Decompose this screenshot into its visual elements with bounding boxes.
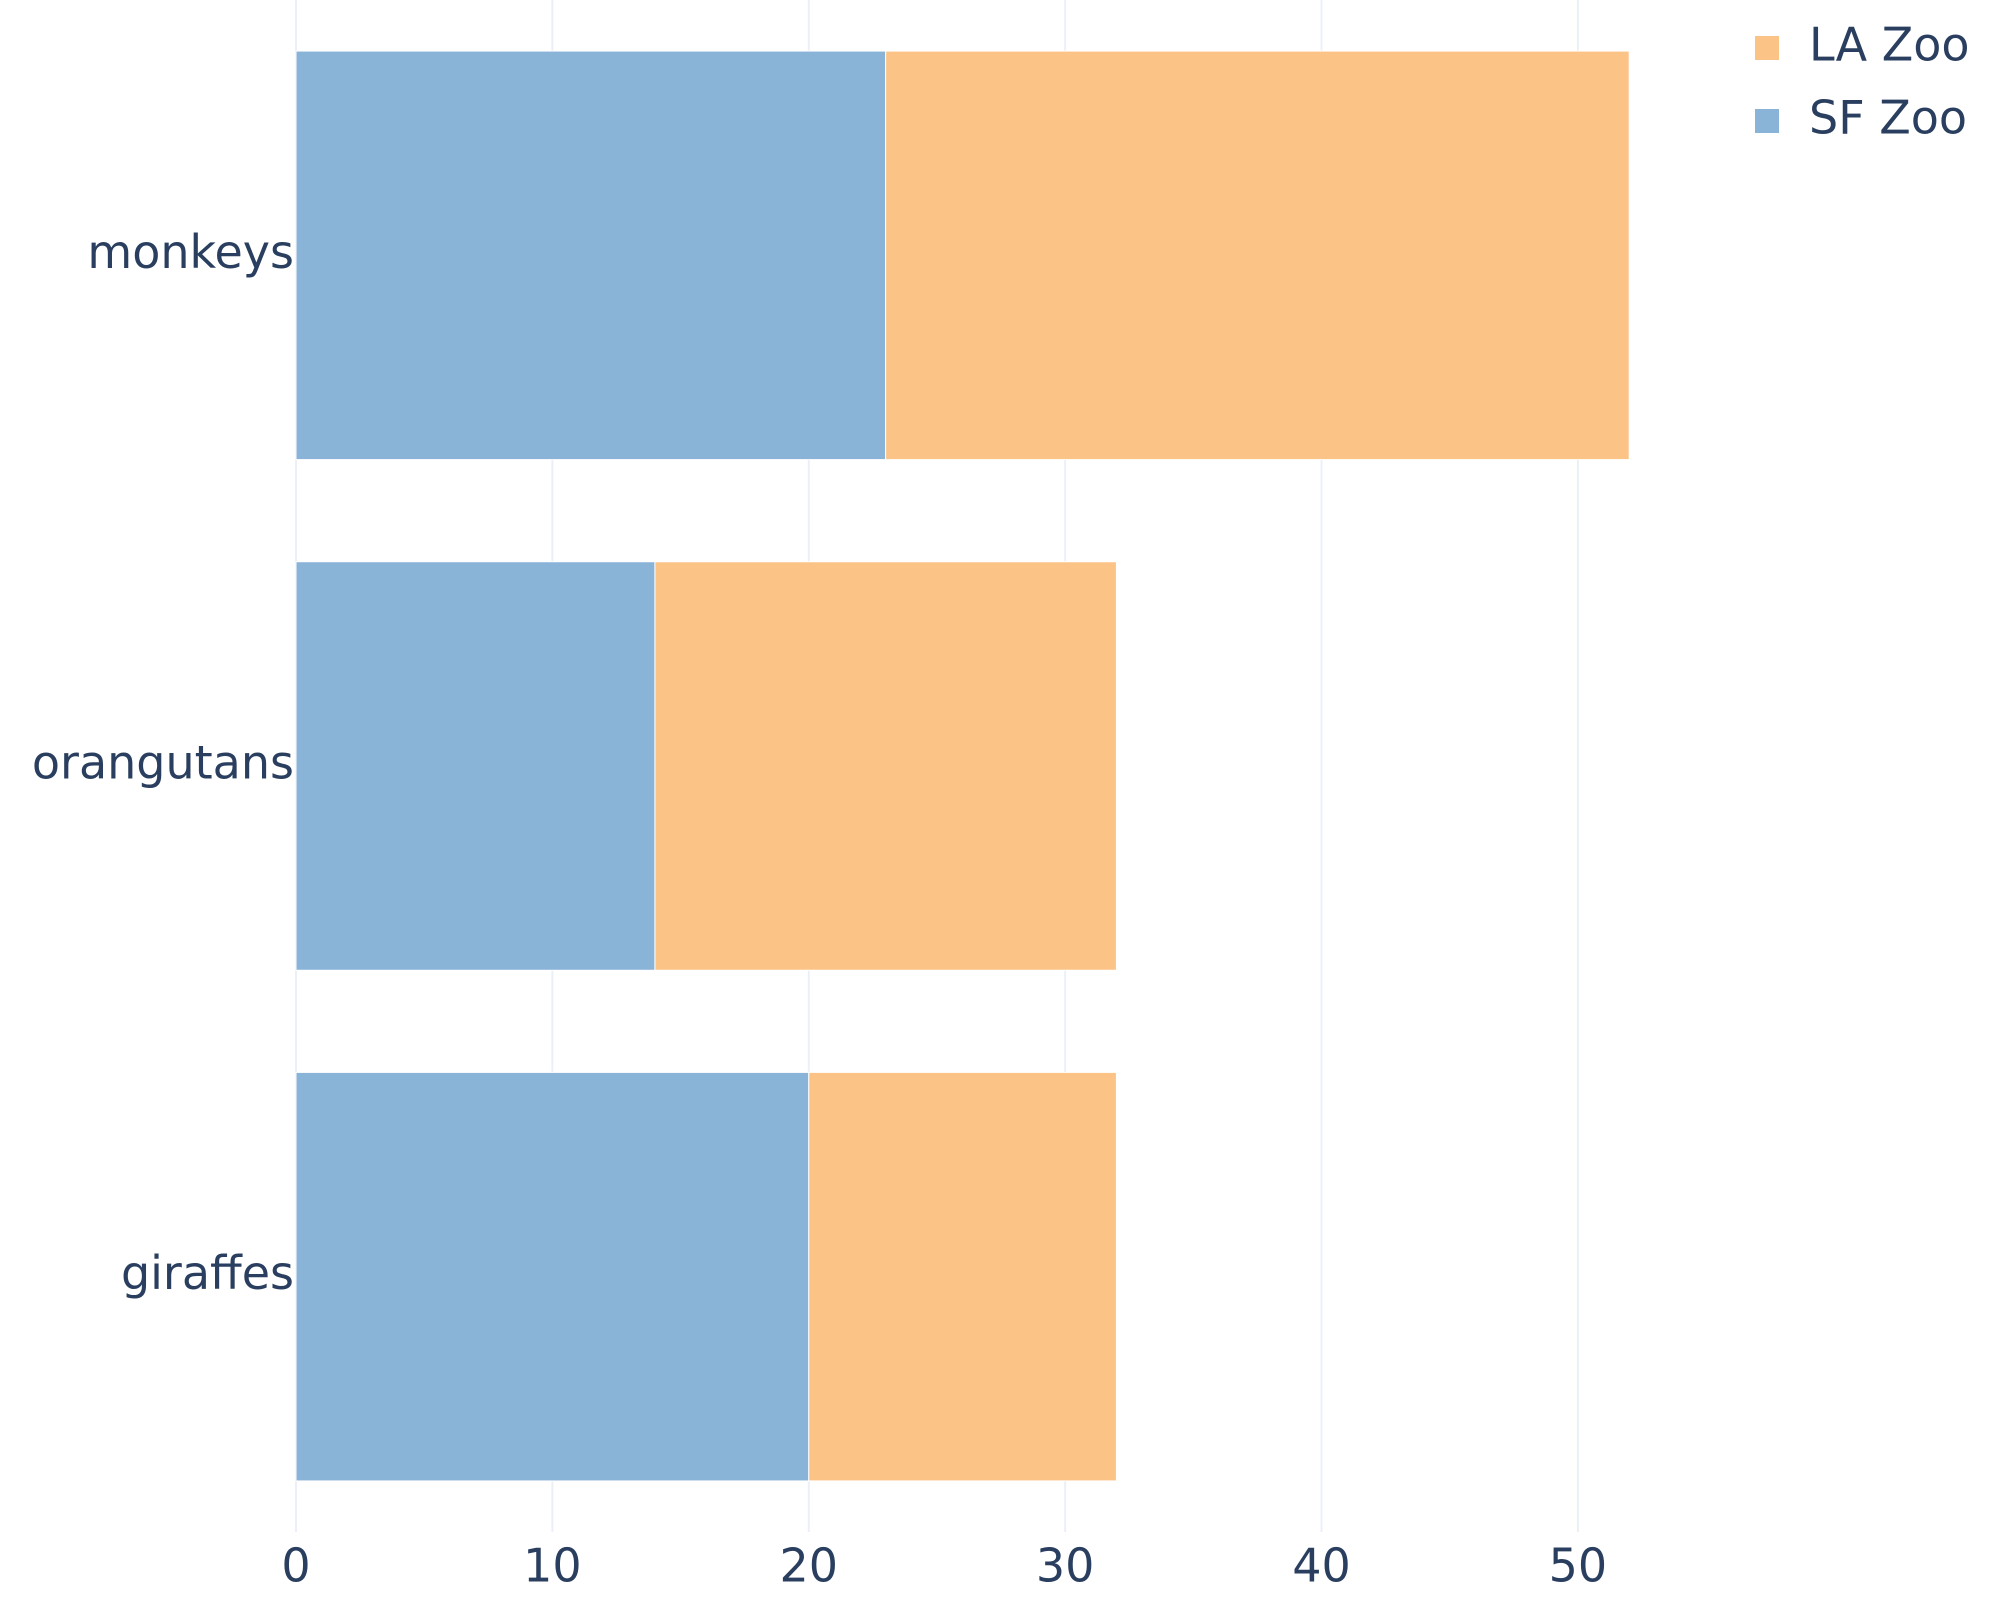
x-tick-label: 10 — [523, 1539, 582, 1593]
legend-label: LA Zoo — [1809, 18, 1970, 72]
x-tick-label: 0 — [281, 1539, 310, 1593]
bar — [654, 561, 1117, 971]
x-tick-label: 50 — [1549, 1539, 1608, 1593]
legend-swatch — [1755, 36, 1779, 60]
bar — [885, 50, 1630, 461]
legend-label: SF Zoo — [1809, 91, 1967, 145]
x-tick-label: 30 — [1036, 1539, 1095, 1593]
bar — [808, 1071, 1117, 1482]
bar — [295, 50, 887, 461]
y-tick-label: monkeys — [87, 225, 294, 279]
y-tick-label: orangutans — [32, 736, 294, 790]
bar — [295, 1071, 810, 1482]
bar — [295, 561, 656, 971]
x-tick-label: 20 — [779, 1539, 838, 1593]
x-tick-label: 40 — [1292, 1539, 1351, 1593]
y-tick-label: giraffes — [121, 1246, 294, 1300]
legend-swatch — [1755, 109, 1779, 133]
